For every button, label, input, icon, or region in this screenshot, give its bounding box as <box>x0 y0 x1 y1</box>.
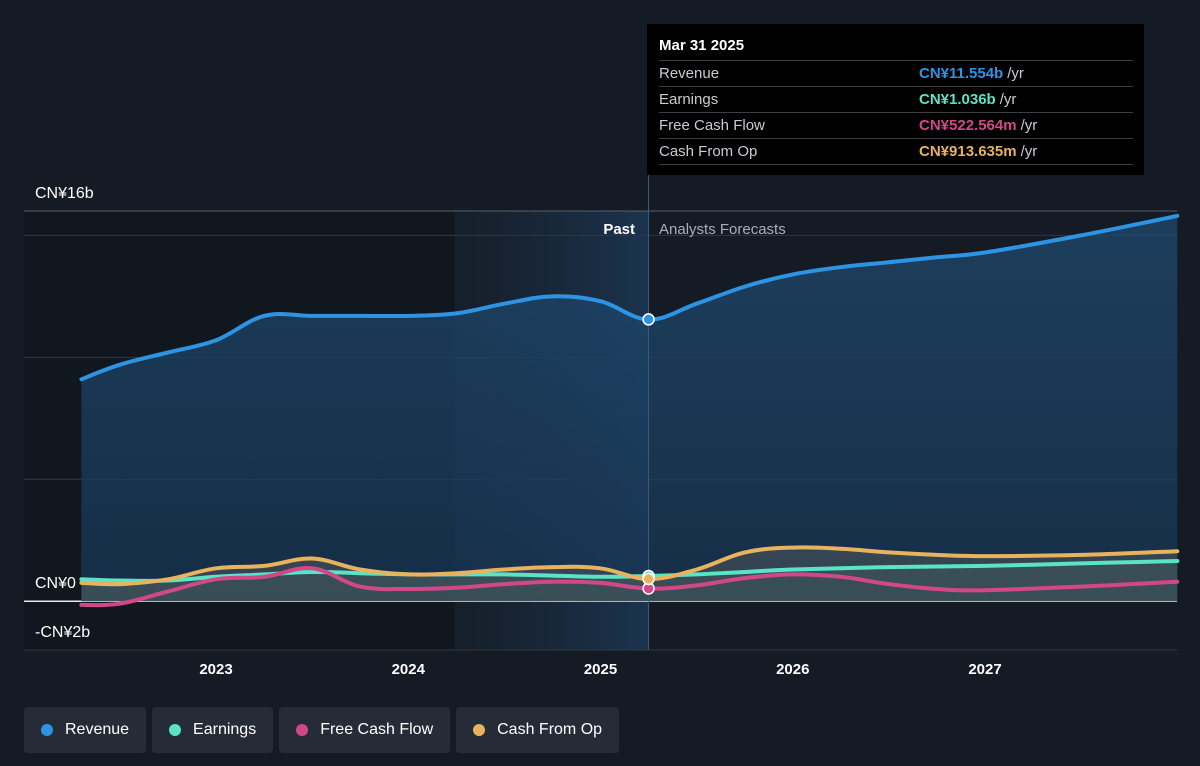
series-line-earnings <box>79 559 1180 583</box>
tooltip-row-cash-from-op: Cash From Op CN¥913.635m /yr <box>659 138 1133 165</box>
x-tick-label: 2027 <box>968 661 1001 678</box>
legend-item-revenue[interactable]: Revenue <box>24 707 147 753</box>
legend-item-earnings[interactable]: Earnings <box>152 707 274 753</box>
legend-dot-icon <box>473 724 486 736</box>
x-tick-label: 2023 <box>199 661 232 678</box>
x-tick-label: 2024 <box>392 661 426 678</box>
tooltip-unit: /yr <box>1007 65 1024 82</box>
legend-item-cash-from-op[interactable]: Cash From Op <box>456 707 620 753</box>
tooltip-label: Cash From Op <box>659 143 758 160</box>
legend-label: Cash From Op <box>497 721 603 738</box>
legend-item-free-cash-flow[interactable]: Free Cash Flow <box>279 707 451 753</box>
hover-markers <box>642 313 655 595</box>
tooltip-value: CN¥1.036b <box>919 91 996 108</box>
series-areas <box>81 215 1178 602</box>
x-tick-label: 2026 <box>776 661 809 678</box>
tooltip-label: Revenue <box>659 65 720 82</box>
tooltip-label: Earnings <box>659 91 719 108</box>
y-axis-labels: CN¥16b CN¥0 -CN¥2b <box>35 185 94 641</box>
tooltip-value: CN¥913.635m <box>919 143 1017 160</box>
legend-label: Free Cash Flow <box>320 721 434 738</box>
tooltip-unit: /yr <box>1020 117 1038 134</box>
tooltip-row-earnings: Earnings CN¥1.036b /yr <box>659 86 1133 112</box>
hover-marker-cash-from-op <box>642 572 655 586</box>
legend-dot-icon <box>296 724 309 736</box>
series-line-free-cash-flow <box>79 566 1180 608</box>
tooltip-label: Free Cash Flow <box>659 117 765 134</box>
past-label: Past <box>603 221 635 238</box>
legend-dot-icon <box>169 724 182 736</box>
x-tick-label: 2025 <box>584 661 617 678</box>
tooltip-value: CN¥11.554b <box>919 65 1004 82</box>
series-line-revenue <box>79 213 1180 382</box>
series-line-cash-from-op <box>79 545 1180 587</box>
tooltip-row-free-cash-flow: Free Cash Flow CN¥522.564m /yr <box>659 112 1133 138</box>
y-tick-label: CN¥16b <box>35 185 94 202</box>
series-lines <box>79 213 1180 608</box>
y-tick-label: CN¥0 <box>35 575 76 592</box>
tooltip-date: Mar 31 2025 <box>659 37 745 54</box>
legend: Revenue Earnings Free Cash Flow Cash Fro… <box>24 707 620 753</box>
tooltip-row-revenue: Revenue CN¥11.554b /yr <box>659 60 1133 86</box>
tooltip-value: CN¥522.564m <box>919 117 1017 134</box>
forecast-label: Analysts Forecasts <box>659 221 786 238</box>
legend-label: Earnings <box>193 721 257 738</box>
x-axis-labels: 2023 2024 2025 2026 2027 <box>199 661 1001 678</box>
revenue-area <box>81 215 1178 602</box>
earnings-area <box>81 561 1178 602</box>
legend-label: Revenue <box>65 721 130 738</box>
tooltip-unit: /yr <box>1020 143 1038 160</box>
y-tick-label: -CN¥2b <box>35 624 90 641</box>
tooltip: Mar 31 2025 Revenue CN¥11.554b /yr Earni… <box>647 24 1144 175</box>
tooltip-unit: /yr <box>999 91 1017 108</box>
hover-marker-revenue <box>642 313 655 326</box>
legend-dot-icon <box>41 724 53 736</box>
